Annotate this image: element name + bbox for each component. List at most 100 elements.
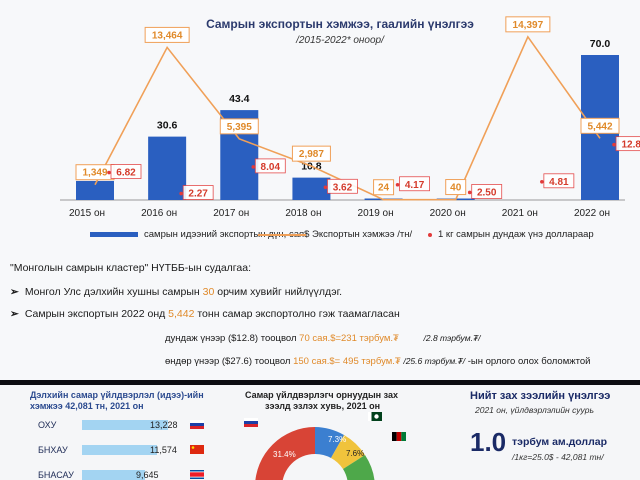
line-label-box — [219, 118, 259, 135]
line-label: 13,464 — [152, 30, 183, 41]
production-row-label: БНХАУ — [38, 445, 68, 455]
russia-flag-icon — [244, 418, 258, 427]
bullet-1-post: орчим хувийг нийлүүлдэг. — [214, 286, 343, 298]
line-label-box — [144, 26, 190, 43]
legend-bar-label: самрын идээний экспортын дүн, сая$ — [144, 229, 310, 240]
legend-marker-label: 1 кг самрын дундаж үнэ доллараар — [438, 229, 594, 240]
price-label: 12.86 — [621, 140, 640, 151]
price-label-box — [182, 185, 214, 200]
line-label-box — [445, 179, 467, 196]
x-tick-label: 2019 он — [358, 208, 394, 219]
estimate-average-note: /2.8 тэрбум.₮/ — [423, 333, 481, 343]
market-share-heading-1: Самар үйлдвэрлэгч орнуудын зах — [245, 390, 398, 400]
x-tick-label: 2017 он — [213, 208, 249, 219]
line-label-box — [505, 16, 551, 33]
pie-slice-blue — [315, 427, 344, 458]
russia-flag-icon — [190, 420, 204, 429]
legend-bar-swatch — [90, 232, 138, 237]
bullet-2: ➢ Самрын экспортын 2022 онд 5,442 тонн са… — [10, 308, 400, 320]
price-label: 8.04 — [261, 162, 281, 173]
production-value: 9,645 — [136, 470, 159, 480]
bullet-arrow-icon: ➢ — [10, 308, 19, 320]
bullet-2-highlight: 5,442 — [168, 308, 195, 320]
price-label: 4.17 — [405, 180, 425, 191]
export-chart: 9.230.643.410.80.10.170.01,34913,4645,39… — [60, 16, 640, 219]
price-marker — [612, 142, 616, 147]
estimate-high-pre: өндөр үнээр ($27.6) тооцвол — [165, 356, 294, 367]
line-label-box — [580, 117, 620, 134]
production-row-china: БНХАУ — [38, 445, 157, 455]
bar — [76, 180, 114, 200]
pie-label-3: 7.6% — [346, 449, 364, 458]
pie-label-1: 31.4% — [273, 450, 296, 459]
line-label: 24 — [378, 183, 390, 194]
production-row-north-korea: БНАСАУ — [38, 470, 145, 480]
estimate-average: дундаж үнээр ($12.8) тооцвол 70 сая.$=23… — [165, 333, 481, 344]
estimate-high-highlight: 150 сая.$= 495 тэрбум.₮ — [293, 356, 401, 367]
bar-label: 70.0 — [590, 38, 611, 50]
price-label-box — [543, 173, 575, 189]
china-flag-icon — [190, 445, 204, 454]
price-label-box — [110, 164, 142, 179]
price-label: 2.27 — [188, 189, 208, 200]
x-tick-label: 2021 он — [502, 208, 538, 219]
price-marker — [179, 191, 183, 196]
bullet-1: ➢ Монгол Улс дэлхийн хушны самрын 30 орчи… — [10, 286, 342, 298]
afghanistan-flag-icon — [392, 432, 406, 441]
line-label: 5,442 — [587, 121, 612, 132]
bullet-1-pre: Монгол Улс дэлхийн хушны самрын — [24, 286, 203, 298]
legend-bar: самрын идээний экспортын дүн, сая$ — [90, 229, 309, 240]
price-marker — [540, 180, 544, 184]
pie-slice-yellow — [331, 435, 365, 469]
legend-line: Экспортын хэмжээ /тн/ — [258, 229, 412, 240]
price-marker — [107, 170, 111, 175]
world-production-heading-1: Дэлхийн самар үйлдвэрлэл (идээ)-ийн — [30, 390, 204, 400]
pie-slice-red — [255, 427, 315, 480]
pie-slice-green — [343, 455, 375, 480]
price-label: 4.81 — [549, 177, 569, 188]
pie-label-2: 7.3% — [328, 435, 346, 444]
market-value-unit: тэрбум ам.доллар — [512, 436, 608, 448]
market-value-note: /1кг=25.0$ - 42,081 тн/ — [512, 452, 604, 462]
world-production-heading-2: хэмжээ 42,081 тн, 2021 он — [30, 401, 144, 411]
legend-line-label: Экспортын хэмжээ /тн/ — [312, 229, 413, 240]
estimate-average-pre: дундаж үнээр ($12.8) тооцвол — [165, 333, 300, 344]
line-label: 40 — [450, 183, 462, 194]
line-label: 5,395 — [227, 122, 252, 133]
line-label: 14,397 — [513, 20, 544, 31]
x-tick-label: 2022 он — [574, 208, 610, 219]
price-marker — [467, 190, 472, 195]
legend-marker-swatch — [428, 232, 432, 237]
price-marker — [251, 165, 256, 169]
bullet-arrow-icon: ➢ — [10, 286, 19, 298]
market-value-heading: Нийт зах зээлийн үнэлгээ — [470, 390, 611, 402]
x-tick-label: 2020 он — [430, 208, 466, 219]
price-marker — [395, 182, 400, 187]
production-value: 13,228 — [150, 420, 178, 430]
legend-line-swatch — [258, 233, 306, 236]
production-bar — [82, 445, 157, 455]
production-row-label: БНАСАУ — [38, 470, 74, 480]
estimate-average-highlight: 70 сая.$=231 тэрбум.₮ — [299, 333, 399, 344]
price-label-box — [254, 158, 286, 174]
estimate-high-note: /25.6 тэрбум.₮/ — [403, 356, 466, 366]
line-label-box — [291, 145, 331, 162]
estimate-high: өндөр үнээр ($27.6) тооцвол 150 сая.$= 4… — [165, 356, 590, 367]
production-bar — [82, 470, 145, 480]
divider — [0, 380, 640, 385]
north-korea-flag-icon — [190, 470, 204, 479]
bar-label: 30.6 — [157, 120, 178, 132]
price-marker — [323, 185, 328, 190]
x-tick-label: 2016 он — [141, 208, 177, 219]
line-label: 1,349 — [82, 168, 107, 179]
bar — [292, 177, 331, 200]
price-label-box — [471, 184, 503, 199]
bullet-2-post: тонн самар экспортолно гэж таамагласан — [194, 308, 400, 320]
price-label: 2.50 — [477, 187, 497, 198]
price-label: 3.62 — [333, 182, 353, 193]
price-label-box — [615, 136, 640, 152]
chart-subtitle: /2015-2022* оноор/ — [296, 35, 384, 46]
price-label: 6.82 — [116, 168, 136, 179]
estimate-high-post: -ын орлого олох боломжтой — [465, 356, 591, 367]
bullet-1-highlight: 30 — [202, 286, 215, 298]
